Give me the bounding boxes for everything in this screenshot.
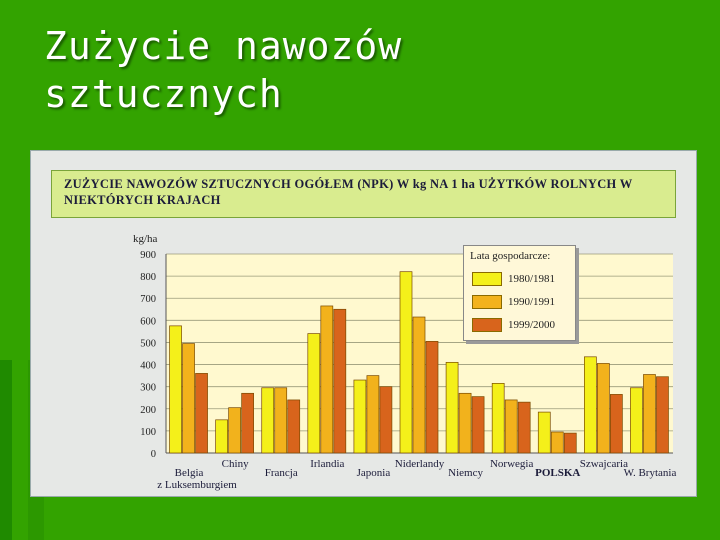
x-tick-label: Niderlandy [395, 458, 445, 470]
bar-1980-1981-8 [537, 411, 551, 454]
chart-panel: ZUŻYCIE NAWOZÓW SZTUCZNYCH OGÓŁEM (NPK) … [30, 150, 697, 497]
bar-1999-2000-2 [287, 399, 301, 454]
chart-title: ZUŻYCIE NAWOZÓW SZTUCZNYCH OGÓŁEM (NPK) … [64, 177, 633, 207]
bar-1990-1991-10 [643, 374, 656, 454]
bar-1980-1981-10 [630, 387, 643, 454]
legend-label: 1980/1981 [508, 273, 556, 285]
slide-title: Zużycie nawozów sztucznych [44, 24, 403, 116]
bar-1999-2000-4 [379, 386, 393, 454]
x-tick-label: Belgia [175, 467, 204, 479]
x-tick-label: Japonia [357, 467, 391, 479]
bar-1990-1991-3 [320, 305, 334, 454]
y-axis-label: kg/ha [133, 233, 158, 245]
bar-1980-1981-0 [169, 325, 182, 454]
y-tick-label: 100 [140, 427, 156, 438]
y-tick-label: 0 [151, 449, 156, 460]
bar-1999-2000-0 [195, 373, 208, 454]
bar-1990-1991-4 [366, 375, 380, 454]
y-tick-label: 200 [140, 405, 156, 416]
x-tick-label: Chiny [222, 458, 249, 470]
bar-1980-1981-7 [491, 383, 505, 454]
bar-1999-2000-10 [656, 376, 669, 454]
bar-1999-2000-6 [471, 396, 485, 454]
bar-1980-1981-2 [261, 387, 275, 454]
bar-1990-1991-2 [274, 387, 288, 454]
legend-label: 1999/2000 [508, 319, 556, 331]
bar-1990-1991-5 [412, 316, 426, 454]
y-tick-label: 600 [140, 316, 156, 327]
y-tick-label: 800 [140, 272, 156, 283]
y-tick-label: 500 [140, 338, 156, 349]
legend-item-1990: 1990/1991 [472, 294, 555, 310]
bar-1990-1991-6 [458, 392, 472, 454]
bar-1980-1981-1 [215, 419, 228, 454]
x-tick-label: Szwajcaria [580, 458, 628, 470]
bar-1990-1991-1 [228, 407, 241, 454]
y-tick-label: 400 [140, 361, 156, 372]
chart-title-box: ZUŻYCIE NAWOZÓW SZTUCZNYCH OGÓŁEM (NPK) … [51, 170, 676, 218]
x-tick-label: Francja [265, 467, 298, 479]
legend-item-1999: 1999/2000 [472, 317, 555, 333]
bar-1999-2000-7 [517, 401, 531, 454]
y-tick-label: 300 [140, 383, 156, 394]
legend-swatch [472, 295, 502, 309]
legend-label: 1990/1991 [508, 296, 556, 308]
x-tick-label: Irlandia [310, 458, 344, 470]
y-tick-label: 900 [140, 250, 156, 261]
bar-1990-1991-9 [597, 363, 610, 454]
legend-swatch [472, 272, 502, 286]
bar-1999-2000-3 [333, 308, 347, 454]
bar-1990-1991-8 [550, 431, 564, 454]
bar-1980-1981-6 [445, 361, 459, 454]
bar-1990-1991-0 [182, 343, 195, 454]
legend-swatch [472, 318, 502, 332]
bar-1999-2000-9 [610, 394, 623, 454]
x-tick-label: POLSKA [535, 467, 580, 479]
bar-1990-1991-7 [504, 399, 518, 454]
bar-chart: kg/ha 0 100 200 300 400 500 600 700 800 900 Belgi… [133, 233, 677, 491]
bar-1980-1981-4 [353, 379, 367, 454]
bar-1999-2000-5 [425, 340, 439, 454]
x-tick-label: z Luksemburgiem [157, 479, 237, 491]
x-tick-label: W. Brytania [624, 467, 677, 479]
legend-title: Lata gospodarcze: [470, 250, 551, 262]
bar-1999-2000-8 [563, 432, 577, 454]
legend: Lata gospodarcze: 1980/1981 1990/1991 19… [463, 245, 576, 341]
x-tick-label: Niemcy [448, 467, 483, 479]
bar-1980-1981-3 [307, 333, 321, 454]
x-tick-label: Norwegia [490, 458, 533, 470]
bar-1999-2000-1 [241, 392, 254, 454]
y-tick-label: 700 [140, 294, 156, 305]
bar-1980-1981-9 [584, 356, 597, 454]
bar-1980-1981-5 [399, 271, 413, 454]
legend-item-1980: 1980/1981 [472, 271, 555, 287]
